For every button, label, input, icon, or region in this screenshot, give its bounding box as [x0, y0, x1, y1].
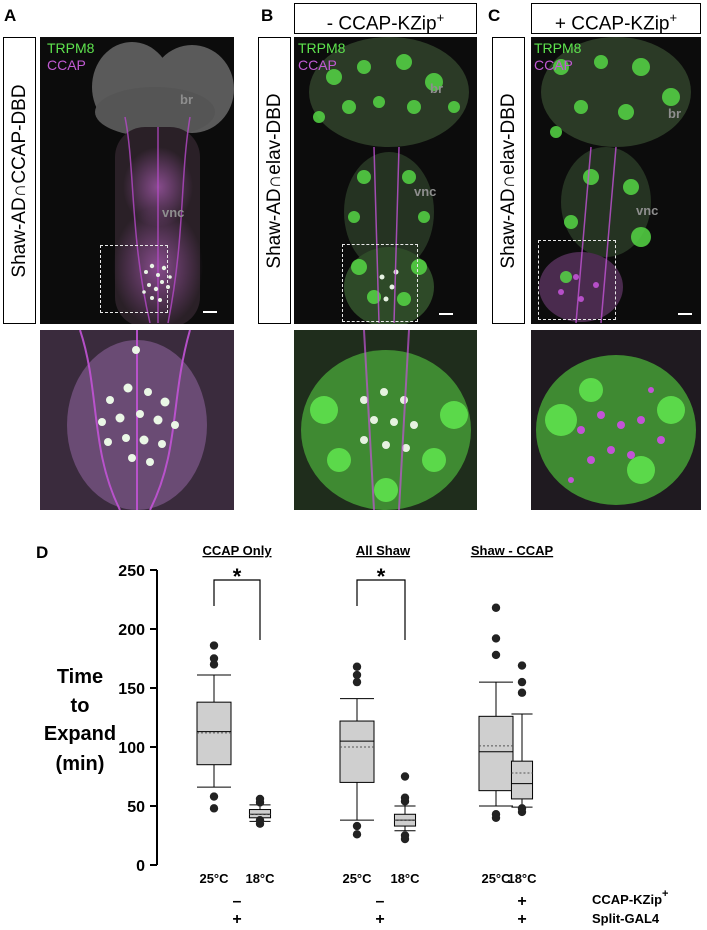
outlier-point	[209, 641, 219, 650]
group-title: All Shaw	[356, 543, 411, 558]
kzip-sign: –	[233, 893, 242, 910]
outlier-point	[209, 804, 219, 813]
outlier-point	[400, 793, 410, 802]
outlier-point	[491, 603, 501, 612]
outlier-point	[491, 810, 501, 819]
outlier-point	[400, 831, 410, 840]
kzip-sign: +	[517, 893, 526, 910]
outlier-point	[352, 670, 362, 680]
panel-letter-a: A	[4, 6, 17, 25]
micrograph-c-zoom-art	[531, 330, 701, 510]
splitgal4-sign: +	[517, 911, 526, 928]
genotype-label-a: Shaw-AD∩CCAP-DBD	[3, 37, 36, 324]
inset-box-c	[538, 240, 616, 320]
genotype-label-c: Shaw-AD∩elav-DBD	[492, 37, 525, 324]
outlier-point	[491, 634, 501, 643]
label-minus-ccap-kzip: - CCAP-KZip+	[294, 3, 477, 34]
genotype-label-b: Shaw-AD∩elav-DBD	[258, 37, 291, 324]
outlier-point	[255, 815, 265, 825]
group-title: CCAP Only	[202, 543, 272, 558]
scale-bar-b	[439, 313, 453, 315]
outlier-point	[352, 821, 362, 831]
label-plus-ccap-kzip: + CCAP-KZip+	[531, 3, 701, 34]
outlier-point	[517, 677, 527, 687]
scale-bar-a	[203, 311, 217, 313]
y-axis-label-line: Expand	[44, 723, 116, 745]
significance-bracket	[213, 579, 261, 640]
micrograph-b-zoom	[294, 330, 477, 510]
outlier-point	[352, 677, 362, 687]
legend-ccap-a: CCAP	[47, 57, 86, 73]
box-iqr	[196, 701, 232, 766]
legend-trpm8-a: TRPM8	[47, 40, 95, 56]
y-axis-label-line: (min)	[56, 753, 105, 775]
outlier-point	[209, 660, 219, 669]
splitgal4-sign: +	[232, 911, 241, 928]
legend-trpm8-b: TRPM8	[298, 40, 346, 56]
y-tick-label: 150	[118, 681, 145, 698]
micrograph-b-art	[309, 37, 469, 324]
significance-star: *	[377, 564, 386, 589]
micrograph-c-art	[539, 37, 691, 324]
legend-ccap-c: CCAP	[534, 57, 573, 73]
box-iqr	[478, 715, 514, 792]
y-axis-label-line: to	[71, 695, 90, 717]
significance-star: *	[233, 564, 242, 589]
y-axis-label-line: Time	[57, 666, 103, 688]
region-vnc-b: vnc	[414, 184, 437, 199]
region-br-b: br	[430, 81, 443, 96]
kzip-sign: –	[376, 893, 385, 910]
legend-ccap-b: CCAP	[298, 57, 337, 73]
scale-bar-c	[678, 313, 692, 315]
panel-letter-b: B	[261, 6, 274, 25]
y-tick-label: 50	[127, 799, 145, 816]
inset-box-a	[100, 245, 168, 313]
outlier-point	[352, 662, 362, 671]
outlier-point	[400, 772, 410, 781]
x-tick-label: 18°C	[390, 871, 420, 886]
box-iqr	[339, 720, 375, 783]
row-label-kzip: CCAP-KZip	[592, 892, 662, 907]
micrograph-a-art	[92, 42, 234, 324]
micrograph-b-zoom-art	[294, 330, 477, 510]
panel-letter-c: C	[488, 6, 501, 25]
significance-bracket	[356, 579, 406, 640]
region-br-a: br	[180, 92, 193, 107]
legend-trpm8-c: TRPM8	[534, 40, 582, 56]
x-tick-label: 25°C	[199, 871, 229, 886]
micrograph-c-overview: TRPM8 CCAP br vnc	[531, 37, 701, 324]
inset-box-b	[342, 244, 418, 322]
splitgal4-sign: +	[375, 911, 384, 928]
y-tick-label: 200	[118, 622, 145, 639]
outlier-point	[517, 804, 527, 813]
micrograph-c-zoom	[531, 330, 701, 510]
y-tick-label: 100	[118, 740, 145, 757]
outlier-point	[517, 688, 527, 697]
micrograph-a-overview: TRPM8 CCAP br vnc	[40, 37, 234, 324]
outlier-point	[209, 792, 219, 801]
x-tick-label: 25°C	[342, 871, 372, 886]
y-tick-label: 250	[118, 563, 145, 580]
row-label-splitgal4: Split-GAL4	[592, 911, 660, 926]
micrograph-a-zoom	[40, 330, 234, 510]
outlier-point	[491, 650, 501, 660]
x-tick-label: 18°C	[245, 871, 275, 886]
outlier-point	[255, 794, 265, 804]
region-vnc-a: vnc	[162, 205, 185, 220]
x-tick-label: 25°C	[481, 871, 511, 886]
box-plot-chart: 0 50 100 150 200 250 Time to Expand (min) CCAP Onl…	[44, 543, 669, 928]
group-title: Shaw - CCAP	[471, 543, 554, 558]
box-iqr	[510, 760, 534, 800]
row-label-kzip-sup: +	[662, 888, 668, 900]
region-vnc-c: vnc	[636, 203, 659, 218]
y-tick-label: 0	[136, 858, 145, 875]
region-br-c: br	[668, 106, 681, 121]
x-tick-label: 18°C	[507, 871, 537, 886]
micrograph-a-zoom-art	[40, 330, 234, 510]
outlier-point	[352, 830, 362, 839]
outlier-point	[517, 661, 527, 670]
micrograph-b-overview: TRPM8 CCAP br vnc	[294, 37, 477, 324]
outlier-point	[209, 654, 219, 663]
panel-letter-d: D	[36, 543, 49, 562]
